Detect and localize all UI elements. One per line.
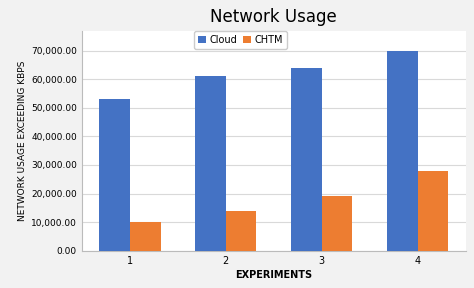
Legend: Cloud, CHTM: Cloud, CHTM — [194, 31, 287, 49]
Bar — [130, 222, 161, 251]
Bar — [291, 68, 322, 251]
Y-axis label: NETWORK USAGE EXCEEDING KBPS: NETWORK USAGE EXCEEDING KBPS — [18, 60, 27, 221]
X-axis label: EXPERIMENTS: EXPERIMENTS — [235, 270, 312, 280]
Bar — [322, 196, 352, 251]
Title: Network Usage: Network Usage — [210, 8, 337, 26]
Bar — [99, 99, 130, 251]
Bar — [387, 51, 418, 251]
Bar — [418, 171, 448, 251]
Bar — [226, 211, 256, 251]
Bar — [195, 76, 226, 251]
